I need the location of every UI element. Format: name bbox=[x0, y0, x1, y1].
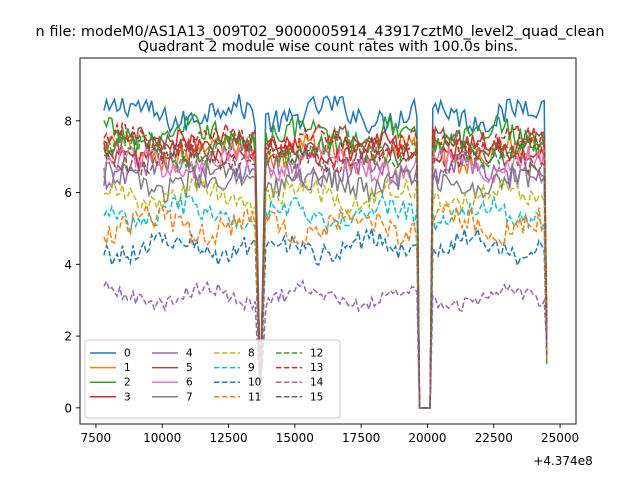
x-tick-label: 20000 bbox=[408, 431, 446, 445]
series-line-4 bbox=[103, 150, 548, 409]
y-tick-label: 8 bbox=[64, 114, 72, 128]
legend-frame bbox=[84, 339, 341, 419]
legend-label: 0 bbox=[124, 348, 131, 360]
legend-label: 2 bbox=[124, 377, 131, 389]
y-tick-label: 2 bbox=[64, 330, 72, 344]
legend-label: 13 bbox=[310, 362, 323, 374]
chart-title: Quadrant 2 module wise count rates with … bbox=[138, 39, 518, 55]
series-line-1 bbox=[103, 130, 548, 409]
series-line-2 bbox=[103, 113, 548, 409]
series-line-14 bbox=[103, 278, 548, 409]
y-tick-label: 0 bbox=[64, 401, 72, 415]
x-offset-label: +4.374e8 bbox=[533, 454, 592, 468]
legend-label: 11 bbox=[248, 391, 261, 403]
legend-label: 12 bbox=[310, 348, 323, 360]
series-line-3 bbox=[103, 129, 548, 409]
series-line-13 bbox=[103, 121, 548, 409]
legend-label: 7 bbox=[186, 391, 193, 403]
y-tick-label: 4 bbox=[64, 258, 72, 272]
x-tick-label: 15000 bbox=[276, 431, 314, 445]
legend-label: 9 bbox=[248, 362, 255, 374]
legend-label: 5 bbox=[186, 362, 193, 374]
x-tick-label: 12500 bbox=[209, 431, 247, 445]
x-tick-label: 22500 bbox=[475, 431, 513, 445]
series-line-12 bbox=[103, 129, 548, 409]
x-tick-label: 25000 bbox=[541, 431, 579, 445]
legend-label: 4 bbox=[186, 348, 193, 360]
series-line-15 bbox=[103, 135, 548, 409]
series-line-7 bbox=[103, 161, 548, 409]
plot-area bbox=[103, 94, 548, 409]
figure-suptitle: n file: modeM0/AS1A13_009T02_9000005914_… bbox=[36, 24, 605, 40]
legend-label: 1 bbox=[124, 362, 131, 374]
x-tick-label: 10000 bbox=[143, 431, 181, 445]
y-axis: 0 2 4 6 8 bbox=[64, 114, 80, 415]
series-line-8 bbox=[103, 176, 548, 409]
legend-label: 14 bbox=[310, 377, 324, 389]
legend-label: 8 bbox=[248, 348, 255, 360]
x-tick-label: 7500 bbox=[81, 431, 112, 445]
series-line-9 bbox=[103, 193, 548, 409]
axes-frame bbox=[79, 57, 577, 425]
x-axis: 7500 10000 12500 15000 17500 20000 22500 25000 bbox=[81, 424, 579, 445]
legend-label: 15 bbox=[310, 391, 323, 403]
legend-label: 3 bbox=[124, 391, 131, 403]
legend-label: 10 bbox=[248, 377, 261, 389]
series-line-10 bbox=[103, 226, 548, 409]
x-tick-label: 17500 bbox=[342, 431, 380, 445]
legend-label: 6 bbox=[186, 377, 193, 389]
series-line-11 bbox=[103, 202, 548, 409]
y-tick-label: 6 bbox=[64, 186, 72, 200]
